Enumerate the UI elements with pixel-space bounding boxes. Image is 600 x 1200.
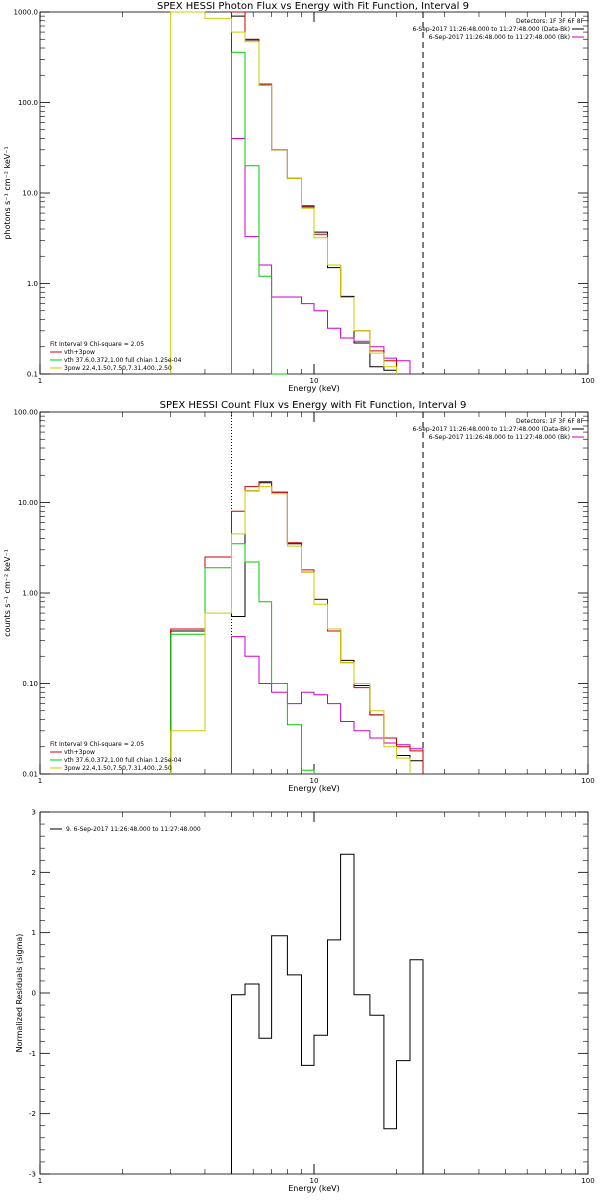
count-flux-title: SPEX HESSI Count Flux vs Energy with Fit… (160, 400, 467, 411)
series-1-histogram (231, 636, 424, 774)
y-tick-label: 1.00 (22, 590, 38, 598)
residuals-panel: 1 10 100 -3 -2 -1 0 1 2 3 Energy (keV) Normalized… (15, 809, 595, 1194)
x-tick-label: 10 (310, 1177, 319, 1185)
x-tick-label: 100 (581, 777, 594, 785)
legend-entry-label: 3pow 22.4,1.50,7.50,7.31,400.,2.50 (64, 365, 172, 372)
legend-entry-label: 3pow 22.4,1.50,7.50,7.31,400.,2.50 (64, 765, 172, 772)
y-tick-label: 100.0 (18, 99, 38, 107)
count-flux-legend-bottom-left: Fit Interval 9 Chi-square = 2.05 vth+3po… (50, 741, 182, 772)
count-flux-ticks: 1 10 100 0.01 0.10 1.00 10.00 100.00 (14, 409, 595, 786)
residuals-xlabel: Energy (keV) (288, 1184, 340, 1193)
residuals-ticks: 1 10 100 -3 -2 -1 0 1 2 3 (29, 809, 595, 1186)
photon-flux-legend-top-right: Detectors: 1F 3F 6F 8F 6-Sep-2017 11:26:… (412, 18, 584, 41)
x-tick-label: 100 (581, 1177, 594, 1185)
legend-entry-label: 9. 6-Sep-2017 11:26:48.000 to 11:27:48.0… (66, 826, 201, 833)
residuals-ylabel: Normalized Residuals (sigma) (15, 934, 24, 1053)
legend-entry-label: 6-Sep-2017 11:26:48.000 to 11:27:48.000 … (429, 34, 570, 41)
residuals-legend: 9. 6-Sep-2017 11:26:48.000 to 11:27:48.0… (50, 826, 201, 833)
series-0-histogram (170, 482, 424, 774)
y-tick-label: 1.0 (27, 280, 38, 288)
photon-flux-ticks: 1 10 100 0.1 1.0 10.0 100.0 1000.0 (14, 9, 595, 386)
legend-entry-label: 6-Sep-2017 11:26:48.000 to 11:27:48.000 … (412, 426, 570, 433)
x-tick-label: 1 (38, 777, 42, 785)
legend-entry-label: vth 37.6,0.372,1.00 full chian 1.25e-04 (64, 357, 182, 364)
residuals-series (231, 853, 424, 1174)
x-tick-label: 10 (310, 777, 319, 785)
x-tick-label: 1 (38, 377, 42, 385)
legend-header: Detectors: 1F 3F 6F 8F (516, 18, 585, 25)
series-0-histogram (231, 853, 424, 1174)
x-tick-label: 1 (38, 1177, 42, 1185)
y-tick-label: 1000.0 (14, 9, 39, 17)
legend-entry-label: 6-Sep-2017 11:26:48.000 to 11:27:48.000 … (412, 26, 570, 33)
photon-flux-series (170, 11, 411, 375)
y-tick-label: 0.1 (27, 371, 38, 379)
y-tick-label: -2 (29, 1110, 36, 1118)
series-1-histogram (231, 138, 411, 374)
series-4-histogram (170, 486, 411, 774)
y-tick-label: 2 (32, 869, 36, 877)
y-tick-label: 1 (32, 929, 36, 937)
series-3-histogram (170, 543, 315, 774)
count-flux-xlabel: Energy (keV) (288, 784, 340, 793)
series-2-histogram (231, 11, 397, 374)
legend-entry-label: 6-Sep-2017 11:26:48.000 to 11:27:48.000 … (429, 434, 570, 441)
photon-flux-panel: SPEX HESSI Photon Flux vs Energy with Fi… (3, 1, 595, 393)
y-tick-label: 100.00 (14, 409, 39, 417)
count-flux-series (170, 481, 424, 774)
count-flux-panel: SPEX HESSI Count Flux vs Energy with Fit… (3, 400, 595, 793)
count-flux-legend-top-right: Detectors: 1F 3F 6F 8F 6-Sep-2017 11:26:… (412, 418, 584, 441)
photon-flux-ylabel: photons s⁻¹ cm⁻² keV⁻¹ (3, 146, 12, 239)
series-0-histogram (231, 15, 397, 374)
legend-header: Detectors: 1F 3F 6F 8F (516, 418, 585, 425)
legend-entry-label: vth+3pow (64, 349, 95, 356)
photon-flux-plot-frame (39, 11, 589, 375)
y-tick-label: 0.01 (22, 771, 38, 779)
series-3-histogram (231, 51, 288, 375)
residuals-plot-frame (39, 811, 589, 1175)
count-flux-marker-lines (231, 412, 424, 774)
y-tick-label: -3 (29, 1171, 36, 1179)
series-2-histogram (170, 481, 424, 774)
y-tick-label: 3 (32, 809, 36, 817)
photon-flux-legend-bottom-left: Fit Interval 9 Chi-square = 2.05 vth+3po… (50, 341, 182, 372)
photon-flux-xlabel: Energy (keV) (288, 384, 340, 393)
y-tick-label: 10.0 (22, 190, 38, 198)
y-tick-label: -1 (29, 1050, 36, 1058)
legend-header: Fit Interval 9 Chi-square = 2.05 (50, 341, 144, 348)
x-tick-label: 100 (581, 377, 594, 385)
y-tick-label: 0.10 (22, 680, 38, 688)
x-tick-label: 10 (310, 377, 319, 385)
count-flux-ylabel: counts s⁻¹ cm⁻² keV⁻¹ (3, 549, 12, 637)
legend-header: Fit Interval 9 Chi-square = 2.05 (50, 741, 144, 748)
legend-entry-label: vth+3pow (64, 749, 95, 756)
legend-entry-label: vth 37.6,0.372,1.00 full chian 1.25e-04 (64, 757, 182, 764)
y-tick-label: 0 (32, 990, 36, 998)
y-tick-label: 10.00 (18, 499, 38, 507)
photon-flux-title: SPEX HESSI Photon Flux vs Energy with Fi… (157, 1, 469, 12)
series-4-histogram (170, 11, 397, 374)
